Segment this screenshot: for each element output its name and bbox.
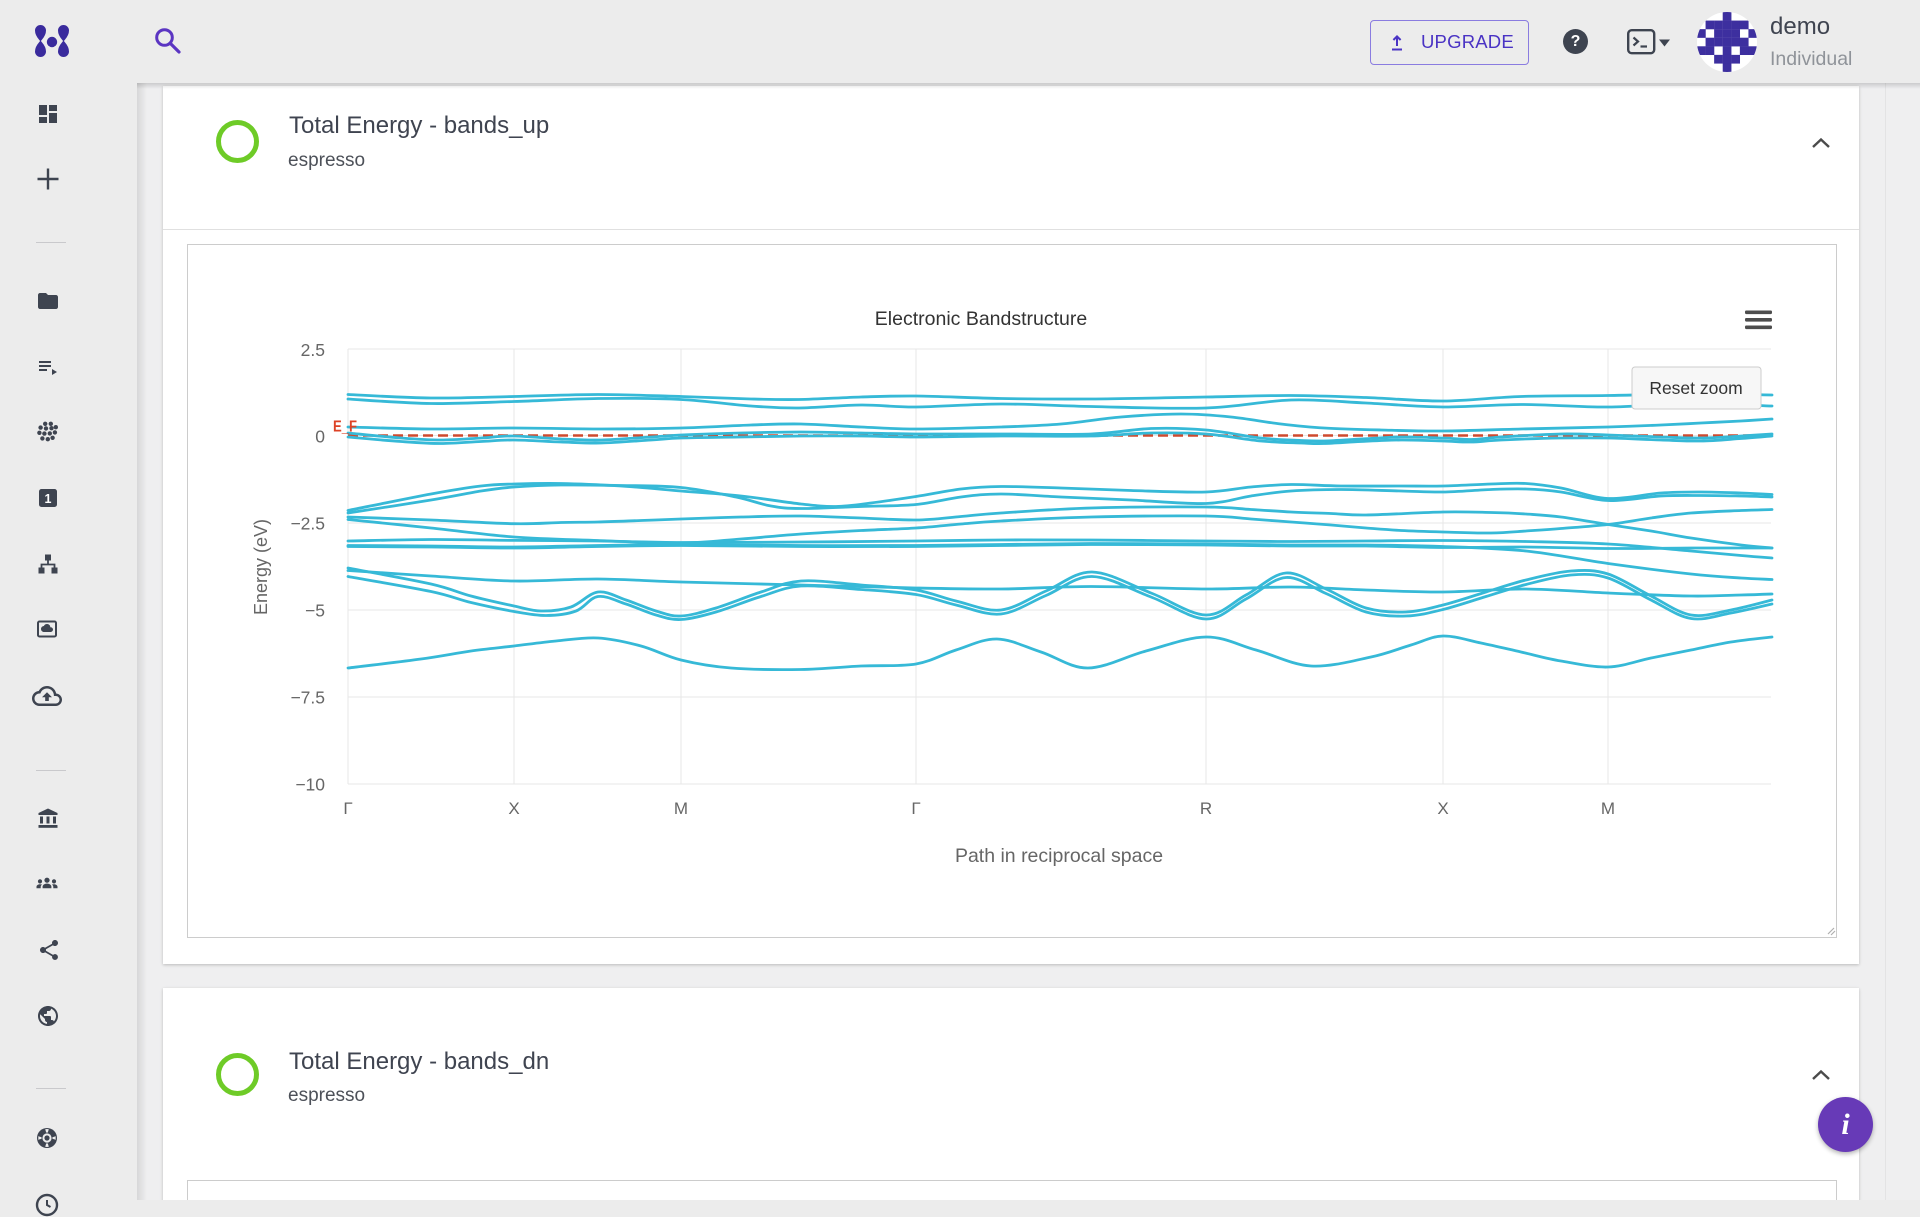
svg-text:E_F: E_F <box>333 419 357 436</box>
svg-text:X: X <box>508 799 519 818</box>
svg-text:2.5: 2.5 <box>301 340 325 360</box>
svg-text:Γ: Γ <box>343 799 352 818</box>
svg-text:M: M <box>1601 799 1615 818</box>
svg-text:Electronic Bandstructure: Electronic Bandstructure <box>875 308 1087 330</box>
svg-text:Γ: Γ <box>911 799 920 818</box>
svg-text:X: X <box>1437 799 1448 818</box>
svg-text:1: 1 <box>45 492 52 506</box>
svg-text:Energy (eV): Energy (eV) <box>251 519 271 615</box>
svg-text:−10: −10 <box>295 775 325 795</box>
svg-text:Reset zoom: Reset zoom <box>1649 378 1742 398</box>
svg-text:0: 0 <box>315 427 325 447</box>
svg-text:−7.5: −7.5 <box>290 688 325 708</box>
svg-text:Path in reciprocal space: Path in reciprocal space <box>955 845 1163 867</box>
svg-text:−5: −5 <box>305 601 325 621</box>
svg-text:M: M <box>674 799 688 818</box>
svg-text:−2.5: −2.5 <box>290 514 325 534</box>
svg-text:R: R <box>1200 799 1212 818</box>
